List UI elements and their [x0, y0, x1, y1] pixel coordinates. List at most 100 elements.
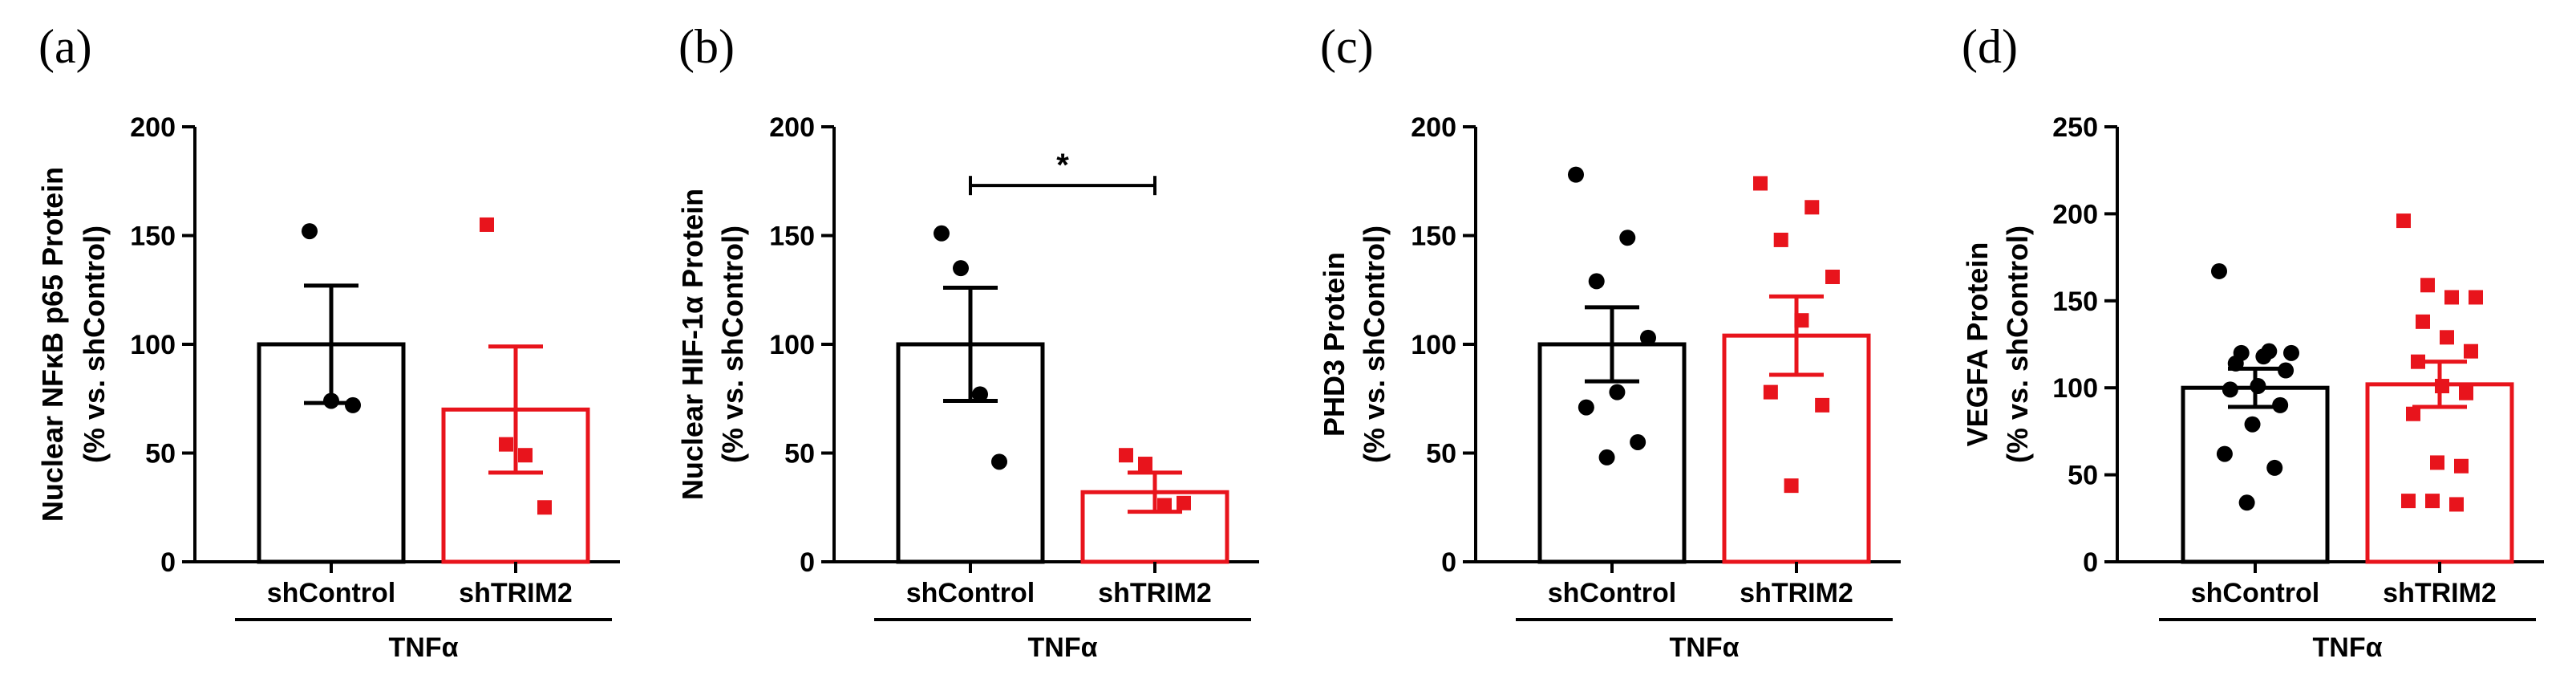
data-point: [1794, 313, 1809, 328]
data-point: [2459, 385, 2473, 400]
x-tick-label: shTRIM2: [459, 578, 573, 608]
x-tick-label: shControl: [1548, 578, 1677, 608]
panel-letter: (b): [678, 20, 735, 73]
data-point: [2440, 330, 2454, 345]
data-point: [2454, 458, 2469, 474]
y-tick-label: 150: [2052, 287, 2098, 317]
y-axis-label: PHD3 Protein: [1318, 252, 1351, 437]
data-point: [2283, 344, 2299, 361]
data-point: [1177, 495, 1191, 510]
y-tick-label: 150: [769, 222, 815, 252]
y-tick-label: 50: [145, 439, 176, 470]
y-tick-label: 200: [2052, 199, 2098, 230]
data-point: [2238, 494, 2255, 511]
data-point: [345, 396, 361, 413]
y-tick-label: 200: [1411, 112, 1456, 143]
data-point: [2250, 378, 2266, 395]
panel-a: (a) Nuclear NFκB p65 Protein (% vs. shCont…: [36, 20, 620, 663]
data-point: [972, 386, 988, 403]
y-tick-label: 100: [769, 330, 815, 360]
data-point: [323, 392, 339, 409]
group-label: TNFα: [389, 632, 459, 663]
y-axis-label: VEGFA Protein: [1961, 242, 1994, 447]
bar-shTRIM2: [2365, 382, 2514, 564]
y-axis-label: (% vs. shControl): [2001, 226, 2034, 463]
x-tick-label: shTRIM2: [1740, 578, 1853, 608]
data-point: [1588, 273, 1605, 290]
data-point: [1640, 329, 1656, 346]
y-tick-label: 50: [1426, 439, 1456, 470]
y-tick-label: 50: [784, 439, 815, 470]
y-tick-label: 0: [800, 547, 815, 578]
data-point: [953, 260, 969, 277]
y-tick-label: 200: [130, 112, 176, 143]
y-tick-label: 250: [2052, 112, 2098, 143]
panel-d: (d) VEGFA Protein (% vs. shControl) 0 50 100 1…: [1961, 20, 2544, 663]
y-tick-label: 0: [160, 547, 176, 578]
y-tick-label: 200: [769, 112, 815, 143]
data-point: [2406, 406, 2420, 421]
data-point: [302, 223, 318, 240]
x-tick-label: shControl: [267, 578, 396, 608]
data-point: [2420, 278, 2435, 293]
data-point: [2266, 459, 2283, 476]
y-tick-label: 0: [1441, 547, 1456, 578]
data-point: [2227, 355, 2244, 372]
group-label: TNFα: [1670, 632, 1740, 663]
group-label: TNFα: [1028, 632, 1098, 663]
y-tick-label: 100: [130, 330, 176, 360]
panel-b: (b) Nuclear HIF-1α Protein (% vs. shContro…: [676, 20, 1259, 663]
data-point: [1157, 498, 1172, 513]
data-point: [518, 448, 533, 463]
data-point: [934, 225, 950, 242]
bar-shControl: [2181, 385, 2330, 564]
data-point: [537, 500, 552, 515]
panel-letter: (a): [38, 20, 92, 73]
data-point: [2430, 455, 2444, 470]
y-axis-label: (% vs. shControl): [716, 226, 749, 463]
data-point: [2435, 379, 2449, 394]
data-point: [1753, 176, 1768, 191]
data-point: [1773, 232, 1788, 247]
data-point: [2396, 213, 2411, 229]
data-point: [2425, 494, 2440, 509]
data-point: [2216, 445, 2233, 462]
panel-letter: (d): [1962, 20, 2018, 73]
x-tick-label: shTRIM2: [1098, 578, 1212, 608]
y-axis-label: Nuclear HIF-1α Protein: [676, 189, 709, 500]
data-point: [2416, 314, 2430, 329]
data-point: [2211, 262, 2227, 279]
data-point: [2222, 381, 2238, 398]
data-point: [2449, 497, 2464, 512]
data-point: [2401, 494, 2416, 509]
data-point: [2464, 344, 2478, 359]
data-point: [2244, 416, 2261, 433]
y-axis-label: (% vs. shControl): [1358, 226, 1391, 463]
y-tick-label: 0: [2083, 547, 2098, 578]
data-point: [2255, 348, 2272, 365]
y-axis-label: Nuclear NFκB p65 Protein: [36, 167, 69, 522]
data-point: [1804, 200, 1820, 215]
data-point: [1609, 384, 1626, 400]
data-point: [1815, 397, 1830, 413]
data-point: [2444, 290, 2459, 305]
y-tick-label: 100: [2052, 373, 2098, 404]
data-point: [2469, 290, 2483, 305]
y-tick-label: 50: [2068, 461, 2098, 491]
data-point: [2272, 396, 2289, 413]
data-point: [1119, 448, 1133, 463]
data-point: [1825, 269, 1840, 284]
data-point: [2278, 362, 2295, 379]
y-tick-label: 100: [1411, 330, 1456, 360]
data-point: [1578, 399, 1594, 416]
panel-letter: (c): [1320, 20, 1374, 73]
data-point: [1138, 457, 1152, 472]
group-label: TNFα: [2313, 632, 2383, 663]
y-axis-label: (% vs. shControl): [78, 226, 111, 463]
data-point: [1784, 478, 1799, 494]
data-point: [2411, 354, 2425, 369]
data-point: [1619, 230, 1636, 246]
significance-label: *: [1056, 148, 1069, 183]
data-point: [499, 437, 513, 452]
